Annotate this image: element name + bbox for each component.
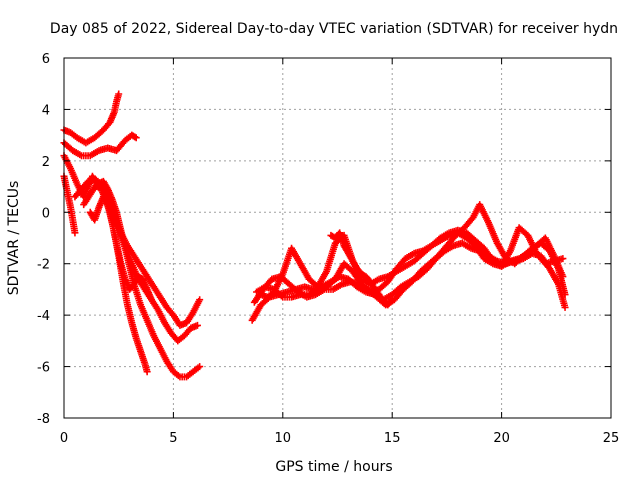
data-point bbox=[131, 133, 139, 141]
series-track-3 bbox=[60, 172, 79, 237]
x-tick-label: 15 bbox=[384, 431, 401, 446]
data-point bbox=[387, 297, 395, 305]
ticks-layer bbox=[63, 57, 612, 419]
series-track-12 bbox=[253, 229, 567, 301]
series-track-13 bbox=[327, 229, 396, 309]
y-axis-label: SDTVAR / TECUs bbox=[6, 181, 22, 296]
data-point bbox=[559, 273, 567, 281]
tick-labels-layer: 0 5 10 15 20 25 -8 -6 -4 -2 0 2 4 6 bbox=[37, 52, 619, 446]
data-point bbox=[277, 292, 285, 300]
y-tick-label: 2 bbox=[42, 155, 50, 170]
data-point bbox=[561, 291, 569, 299]
x-tick-label: 5 bbox=[169, 431, 177, 446]
y-tick-label: -8 bbox=[37, 412, 50, 427]
y-tick-label: -6 bbox=[37, 361, 50, 376]
data-point bbox=[196, 296, 204, 304]
plot-frame bbox=[63, 57, 612, 419]
series-track-8 bbox=[86, 193, 156, 304]
y-tick-label: -2 bbox=[37, 258, 50, 273]
series-track-1 bbox=[60, 90, 123, 147]
x-tick-label: 0 bbox=[60, 431, 68, 446]
data-point bbox=[559, 255, 567, 263]
data-points-layer bbox=[60, 90, 569, 381]
chart-title: Day 085 of 2022, Sidereal Day-to-day VTE… bbox=[50, 21, 618, 37]
data-point bbox=[148, 296, 156, 304]
data-point bbox=[196, 363, 204, 371]
x-tick-label: 20 bbox=[493, 431, 510, 446]
data-point bbox=[193, 321, 201, 329]
data-point bbox=[388, 296, 396, 304]
series-track-2 bbox=[60, 131, 140, 160]
grid-layer bbox=[64, 58, 611, 418]
y-tick-label: 6 bbox=[42, 52, 50, 67]
y-tick-label: -4 bbox=[37, 309, 50, 324]
series-track-7 bbox=[93, 183, 204, 329]
data-point bbox=[561, 303, 569, 311]
y-tick-label: 0 bbox=[42, 206, 50, 221]
data-point bbox=[115, 90, 123, 98]
data-point bbox=[71, 229, 79, 237]
y-tick-label: 4 bbox=[42, 103, 50, 118]
x-tick-label: 10 bbox=[275, 431, 292, 446]
data-point bbox=[132, 134, 140, 142]
x-axis-label: GPS time / hours bbox=[275, 459, 392, 475]
data-point bbox=[143, 368, 151, 376]
x-tick-label: 25 bbox=[603, 431, 620, 446]
